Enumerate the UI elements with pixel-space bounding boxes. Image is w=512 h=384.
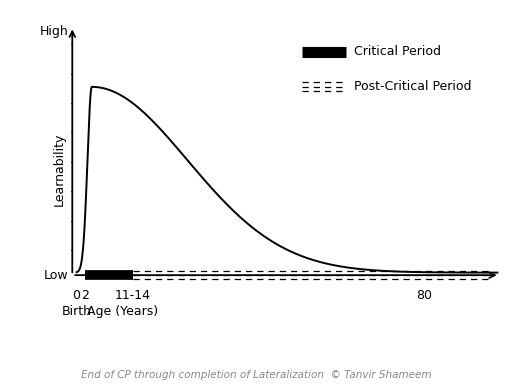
Text: Birth: Birth — [61, 305, 92, 318]
Text: High: High — [40, 25, 69, 38]
Text: 11-14: 11-14 — [115, 289, 151, 302]
Text: 80: 80 — [416, 289, 432, 302]
Text: Learnability: Learnability — [53, 133, 66, 206]
Text: 2: 2 — [81, 289, 89, 302]
Text: End of CP through completion of Lateralization  © Tanvir Shameem: End of CP through completion of Laterali… — [81, 370, 431, 380]
Text: Critical Period: Critical Period — [354, 45, 441, 58]
Text: Age (Years): Age (Years) — [88, 305, 159, 318]
Text: 0: 0 — [73, 289, 80, 302]
Text: Low: Low — [44, 269, 69, 281]
Text: Post-Critical Period: Post-Critical Period — [354, 80, 472, 93]
